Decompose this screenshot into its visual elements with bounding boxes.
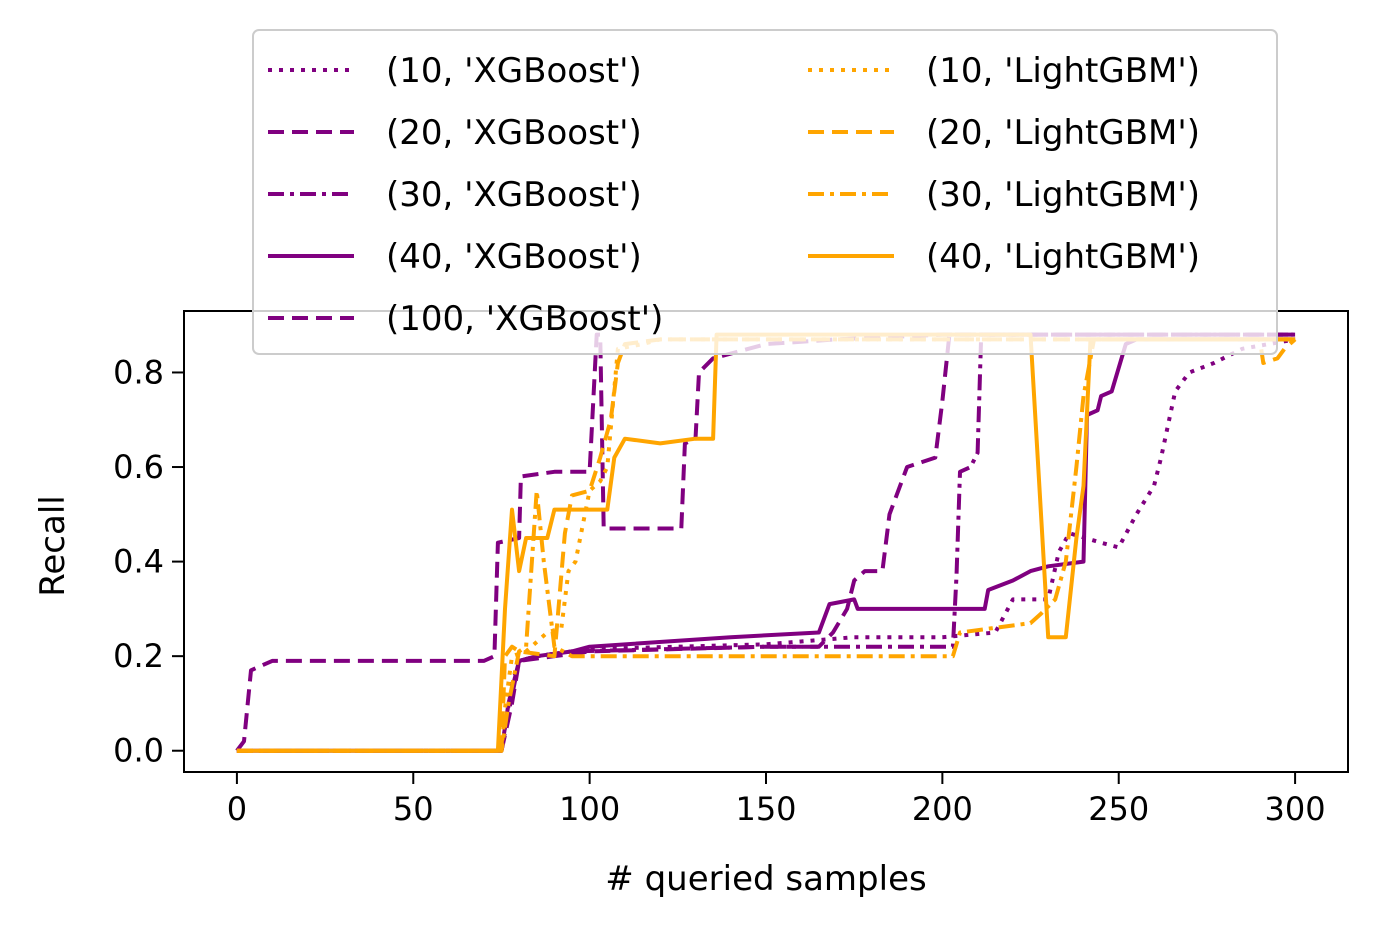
y-tick-label: 0.8 [113, 353, 164, 391]
x-tick-label: 200 [912, 790, 973, 828]
legend-entry-label: (40, 'LightGBM') [926, 237, 1200, 277]
axes-frame [183, 310, 1349, 773]
y-tick-label: 0.4 [113, 543, 164, 581]
y-tick-label: 0.0 [113, 732, 164, 770]
series-lines [235, 332, 1297, 753]
x-tick-label: 150 [735, 790, 796, 828]
series-line-6 [236, 337, 1297, 753]
x-tick-label: 250 [1088, 790, 1149, 828]
legend-entry-label: (100, 'XGBoost') [386, 299, 663, 339]
legend-entry-label: (20, 'LightGBM') [926, 113, 1200, 153]
y-tick-label: 0.6 [113, 448, 164, 486]
legend: (10, 'XGBoost') (20, 'XGBoost') (30, 'XGBo… [252, 29, 1278, 355]
series-line-0 [236, 337, 1296, 753]
legend-entry-label: (30, 'XGBoost') [386, 175, 642, 215]
y-tick-label: 0.2 [113, 637, 164, 675]
series-line-4 [236, 332, 1296, 753]
series-line-7 [236, 337, 1296, 753]
series-line-1 [235, 332, 1296, 752]
y-axis-ticks: 0.0 0.2 0.4 0.6 0.8 [113, 353, 184, 770]
series-line-3 [236, 337, 1296, 753]
legend-box [252, 29, 1278, 355]
series-line-8 [236, 332, 1296, 753]
legend-entry-label: (20, 'XGBoost') [386, 113, 642, 153]
x-tick-label: 100 [559, 790, 620, 828]
legend-entry-label: (30, 'LightGBM') [926, 175, 1200, 215]
x-tick-label: 50 [393, 790, 434, 828]
y-axis-label: Recall [33, 495, 73, 596]
legend-entry-label: (10, 'LightGBM') [926, 51, 1200, 91]
legend-entry-label: (10, 'XGBoost') [386, 51, 642, 91]
legend-entry-label: (40, 'XGBoost') [386, 237, 642, 277]
x-axis-label: # queried samples [605, 859, 926, 899]
x-axis-ticks: 0 50 100 150 200 250 300 [227, 772, 1326, 828]
x-tick-label: 300 [1265, 790, 1326, 828]
x-tick-label: 0 [227, 790, 247, 828]
series-line-5 [236, 337, 1296, 753]
series-line-2 [236, 332, 1296, 753]
